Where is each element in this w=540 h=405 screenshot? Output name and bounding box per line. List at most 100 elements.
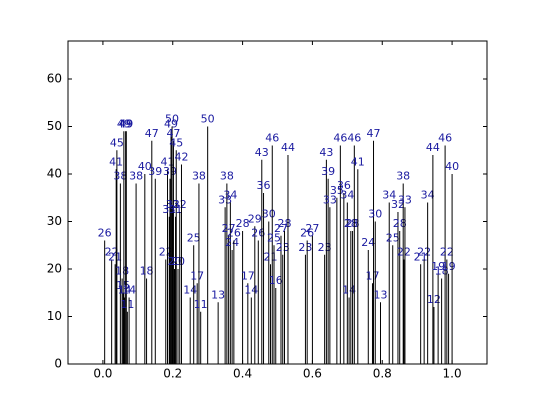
x-tick-label: 0.4	[233, 367, 252, 381]
value-label: 23	[298, 241, 312, 254]
value-label: 18	[140, 265, 154, 278]
plot-frame	[67, 40, 488, 365]
value-label: 23	[276, 241, 290, 254]
value-label: 20	[171, 255, 185, 268]
y-tick-label: 60	[47, 72, 62, 86]
value-label: 22	[440, 246, 454, 259]
value-label: 17	[190, 269, 204, 282]
value-label: 49	[117, 117, 131, 130]
x-tick-label: 0.0	[93, 367, 112, 381]
value-label: 36	[337, 179, 351, 192]
value-label: 34	[340, 189, 354, 202]
value-label: 38	[220, 170, 234, 183]
value-label: 28	[346, 217, 360, 230]
value-label: 33	[323, 193, 337, 206]
value-label: 26	[300, 227, 314, 240]
value-label: 42	[174, 151, 188, 164]
value-label: 36	[257, 179, 271, 192]
value-label: 47	[367, 127, 381, 140]
x-tick-label: 0.8	[373, 367, 392, 381]
value-label: 27	[222, 222, 236, 235]
value-label: 43	[255, 146, 269, 159]
value-label: 38	[396, 170, 410, 183]
value-label: 46	[265, 132, 279, 145]
value-label: 17	[241, 269, 255, 282]
value-label: 45	[110, 136, 124, 149]
value-label: 27	[305, 222, 319, 235]
y-tick-label: 40	[47, 167, 62, 181]
value-label: 46	[333, 132, 347, 145]
value-label: 18	[115, 265, 129, 278]
value-label: 50	[201, 113, 215, 126]
value-label: 19	[442, 260, 456, 273]
value-label: 28	[236, 217, 250, 230]
value-label: 40	[445, 160, 459, 173]
value-label: 16	[269, 274, 283, 287]
plot-area	[68, 41, 487, 364]
value-label: 34	[223, 189, 237, 202]
value-label: 39	[321, 165, 335, 178]
x-tick-label: 0.2	[163, 367, 182, 381]
value-label: 22	[417, 246, 431, 259]
value-label: 25	[267, 231, 281, 244]
value-label: 26	[227, 227, 241, 240]
value-label: 39	[148, 165, 162, 178]
value-label: 49	[164, 117, 178, 130]
value-label: 45	[169, 136, 183, 149]
value-label: 38	[129, 170, 143, 183]
value-label: 12	[427, 293, 441, 306]
value-label: 46	[438, 132, 452, 145]
x-tick-label: 0.6	[303, 367, 322, 381]
value-label: 44	[426, 141, 440, 154]
value-label: 22	[105, 246, 119, 259]
value-label: 38	[192, 170, 206, 183]
value-label: 11	[120, 298, 134, 311]
value-label: 28	[277, 217, 291, 230]
value-label: 43	[319, 146, 333, 159]
y-tick-label: 10	[47, 309, 62, 323]
value-label: 22	[397, 246, 411, 259]
value-label: 41	[351, 155, 365, 168]
value-label: 30	[262, 208, 276, 221]
value-label: 47	[145, 127, 159, 140]
value-label: 33	[218, 193, 232, 206]
value-label: 49	[119, 117, 133, 130]
value-label: 34	[382, 189, 396, 202]
value-label: 50	[165, 113, 179, 126]
value-label: 13	[211, 288, 225, 301]
value-label: 49	[119, 117, 133, 130]
value-label: 40	[138, 160, 152, 173]
value-label: 34	[421, 189, 435, 202]
value-label: 14	[122, 284, 136, 297]
value-label: 47	[166, 127, 180, 140]
value-label: 24	[361, 236, 375, 249]
value-label: 30	[368, 208, 382, 221]
value-label: 41	[109, 155, 123, 168]
y-tick-label: 30	[47, 214, 62, 228]
value-label: 20	[167, 255, 181, 268]
value-label: 32	[173, 198, 187, 211]
x-tick-label: 1.0	[443, 367, 462, 381]
value-label: 26	[98, 227, 112, 240]
value-label: 11	[194, 298, 208, 311]
value-label: 29	[248, 212, 262, 225]
y-tick-label: 0	[54, 357, 62, 371]
value-label: 39	[163, 165, 177, 178]
value-label: 14	[183, 284, 197, 297]
value-label: 25	[187, 231, 201, 244]
value-label: 24	[225, 236, 239, 249]
value-label: 14	[244, 284, 258, 297]
y-tick-label: 20	[47, 262, 62, 276]
y-tick-label: 50	[47, 119, 62, 133]
value-label: 31	[169, 203, 183, 216]
value-label: 44	[281, 141, 295, 154]
value-label: 33	[398, 193, 412, 206]
value-label: 19	[431, 260, 445, 273]
value-label: 32	[391, 198, 405, 211]
value-label: 13	[374, 288, 388, 301]
value-label: 14	[118, 284, 132, 297]
value-label: 25	[386, 231, 400, 244]
value-label: 17	[365, 269, 379, 282]
value-label: 46	[347, 132, 361, 145]
